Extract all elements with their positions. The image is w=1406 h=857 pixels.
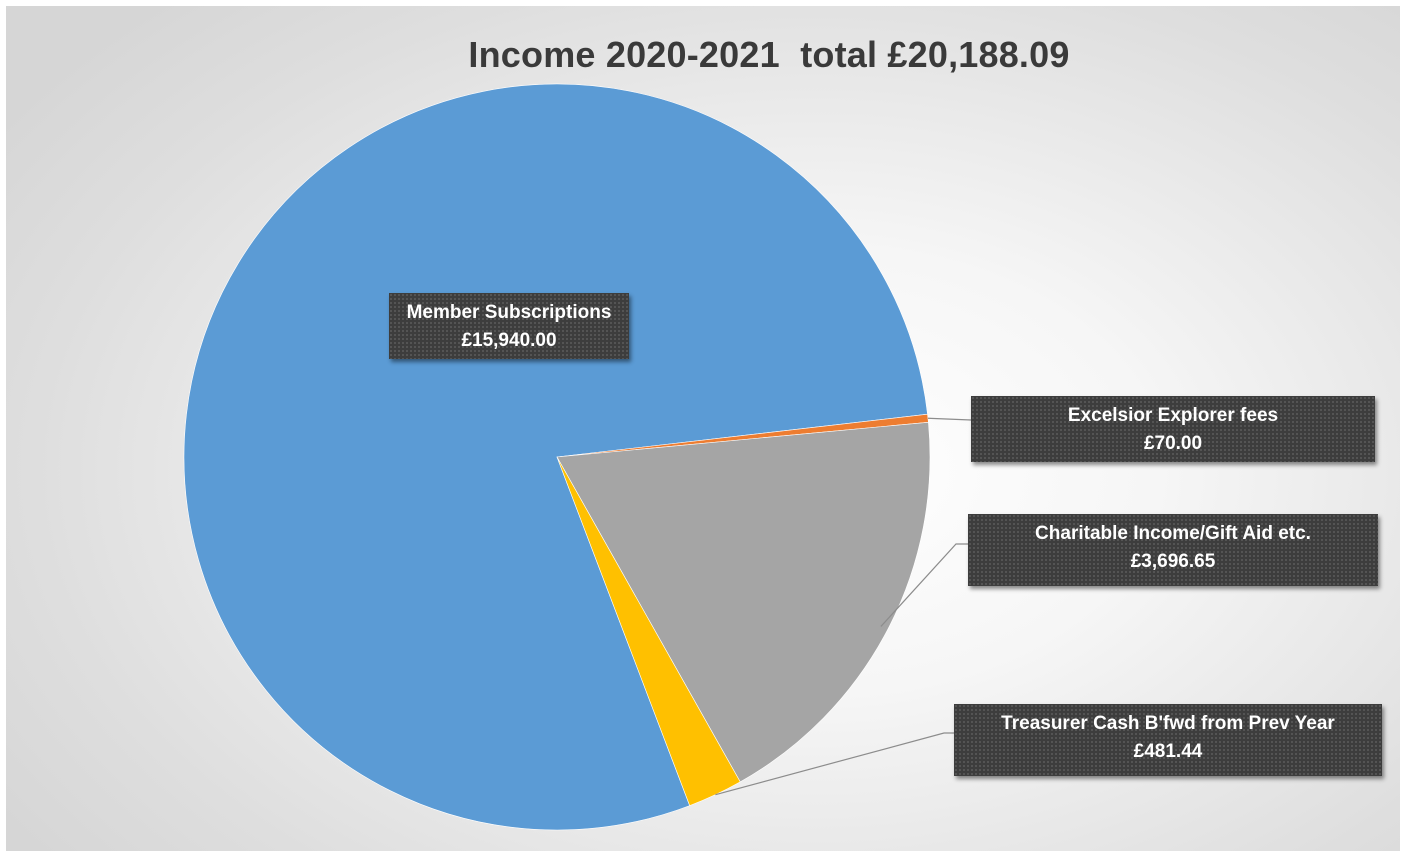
leader-line-charitable	[880, 543, 968, 627]
data-label-value: £15,940.00	[461, 330, 557, 351]
chart-title: Income 2020-2021 total £20,188.09	[468, 34, 1070, 75]
pie-slice-treasurer-cash	[556, 456, 741, 806]
leader-line-excelsior	[927, 417, 972, 421]
pie-slice-charitable-income	[556, 421, 931, 783]
data-label-category: Charitable Income/Gift Aid etc.	[1035, 523, 1311, 544]
data-label-value: £3,696.65	[1130, 551, 1216, 572]
data-label-category: Treasurer Cash B'fwd from Prev Year	[1001, 713, 1335, 734]
data-label-member-subscriptions: Member Subscriptions £15,940.00	[389, 293, 629, 359]
data-label-value: £481.44	[1133, 741, 1203, 762]
pie-chart	[183, 83, 972, 831]
pie-slice-member-subscriptions	[183, 83, 928, 831]
data-label-category: Member Subscriptions	[406, 302, 612, 323]
data-label-value: £70.00	[1143, 433, 1203, 454]
chart-area: Income 2020-2021 total £20,188.09 Member…	[6, 6, 1400, 851]
data-label-charitable-income: Charitable Income/Gift Aid etc. £3,696.6…	[968, 514, 1378, 586]
leader-line-treasurer	[715, 732, 954, 796]
data-label-treasurer-cash: Treasurer Cash B'fwd from Prev Year £481…	[954, 704, 1382, 776]
data-label-category: Excelsior Explorer fees	[1067, 405, 1279, 426]
data-label-excelsior-explorer-fees: Excelsior Explorer fees £70.00	[971, 396, 1375, 462]
